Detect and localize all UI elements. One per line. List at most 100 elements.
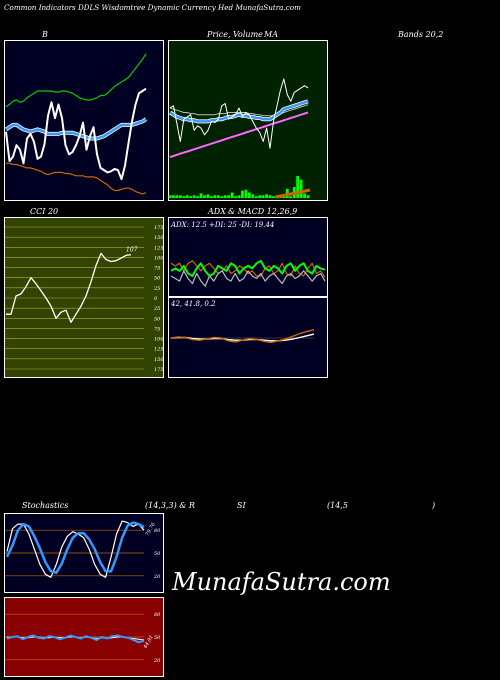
cci-tick-label: 175 <box>154 225 164 231</box>
rsi-level-label: 20 <box>153 658 161 664</box>
cci-tick-label: 75 <box>154 266 160 272</box>
volume-bar <box>289 196 293 198</box>
volume-bar <box>175 195 179 198</box>
panel-background <box>168 217 328 297</box>
bb-upper-line <box>5 53 147 108</box>
bollinger-label: B <box>42 30 48 39</box>
cci-tick-label: 150 <box>154 235 164 241</box>
rsi-level-label: 50 <box>154 635 161 641</box>
volume-bar <box>258 195 262 198</box>
volume-bar <box>189 196 193 198</box>
volume-bar <box>213 195 217 198</box>
rsi-params-close: ) <box>432 501 436 510</box>
rsi-label: SI <box>237 501 246 510</box>
stochastics-params-label: (14,3,3) & R <box>145 501 195 510</box>
volume-bar <box>216 195 220 198</box>
price-trend-line <box>169 111 309 159</box>
volume-bar <box>199 193 203 198</box>
cci-last-value: 107 <box>126 247 138 254</box>
volume-trend-line <box>275 188 311 199</box>
cci-tick-label: 100 <box>154 255 164 261</box>
volume-bar <box>268 195 272 198</box>
volume-bar <box>178 195 182 198</box>
ma-label: MA <box>264 30 278 39</box>
adx-readout: ADX: 12.5 +DI: 25 -DI: 19.44 <box>170 221 274 229</box>
volume-bar <box>241 190 244 198</box>
volume-bar <box>299 179 303 198</box>
panel-background <box>4 217 164 378</box>
ma-short-line <box>169 100 309 123</box>
volume-bar <box>168 195 172 198</box>
adx-label: ADX <box>208 207 226 216</box>
volume-bar <box>223 195 227 198</box>
cci-tick-label: 100 <box>154 337 164 343</box>
cci-tick-label: 50 <box>154 316 161 322</box>
price-volume-panel <box>168 40 328 201</box>
volume-bar <box>182 196 186 198</box>
volume-bar <box>254 196 258 198</box>
cci-tick-label: 0 <box>154 296 158 302</box>
volume-bar <box>234 196 237 198</box>
cci-line <box>6 252 132 323</box>
cci-tick-label: 25 <box>153 306 160 312</box>
watermark: MunafaSutra.com <box>172 568 391 596</box>
macd-label: & MACD 12,26,9 <box>228 207 298 216</box>
bands-label: Bands 20,2 <box>398 30 444 39</box>
stoch-level-label: 50 <box>154 551 161 557</box>
cci-tick-label: 125 <box>154 347 164 353</box>
price-label: Price, <box>207 30 231 39</box>
cci-tick-label: 150 <box>154 357 164 363</box>
panel-background <box>168 297 328 378</box>
volume-bar <box>261 195 265 198</box>
stoch-d-line <box>5 521 145 575</box>
macd-panel: 42, 41.8, 0.2 <box>168 297 328 378</box>
volume-bar <box>247 192 251 198</box>
stoch-level-label: 80 <box>154 528 161 534</box>
volume-bar <box>251 194 255 198</box>
cci-label: CCI 20 <box>30 207 59 216</box>
price-line <box>169 78 309 149</box>
minus-di-line <box>170 260 326 278</box>
adx-line <box>170 270 326 287</box>
stochastics-label: Stochastics <box>22 501 69 510</box>
plus-di-line <box>170 259 326 277</box>
bollinger-panel <box>4 40 164 201</box>
volume-bar <box>303 193 306 198</box>
rsi-level-label: 80 <box>154 612 161 618</box>
volume-bar <box>203 195 206 198</box>
ma-long-line <box>169 104 309 117</box>
volume-bar <box>185 195 189 198</box>
volume-bar <box>230 192 234 198</box>
cci-tick-label: 175 <box>154 367 164 373</box>
adx-panel: ADX: 12.5 +DI: 25 -DI: 19.44 <box>168 217 328 297</box>
macd-line <box>170 329 315 344</box>
macd-readout: 42, 41.8, 0.2 <box>170 300 216 308</box>
rsi-params-label: (14,5 <box>327 501 348 510</box>
volume-bar <box>306 195 310 198</box>
bb-price-line <box>5 87 147 181</box>
volume-bar <box>192 195 196 198</box>
rsi-line <box>6 634 145 644</box>
volume-bar <box>227 195 231 198</box>
volume-bar <box>206 194 210 198</box>
volume-bar <box>265 194 268 198</box>
cci-tick-label: 125 <box>154 245 164 251</box>
cci-panel: 175 150 125 100 75 50 25 0 25 50 75 100 125 150 175 107 <box>4 217 164 378</box>
cci-tick-label: 25 <box>153 286 160 292</box>
volume-bar <box>172 195 175 198</box>
bb-lower-line <box>6 162 147 195</box>
stoch-level-label: 20 <box>153 574 161 580</box>
volume-bar <box>210 196 213 198</box>
cci-tick-label: 75 <box>154 326 160 332</box>
volume-bar <box>196 196 199 198</box>
volume-bar <box>272 196 275 198</box>
volume-bar <box>220 196 224 198</box>
volume-label: Volume <box>233 30 263 39</box>
cci-tick-label: 50 <box>154 276 161 282</box>
volume-bar <box>282 196 286 198</box>
volume-bar <box>237 195 241 198</box>
volume-bar <box>296 176 300 198</box>
stoch-k-line <box>6 520 145 578</box>
volume-bar <box>244 189 248 198</box>
